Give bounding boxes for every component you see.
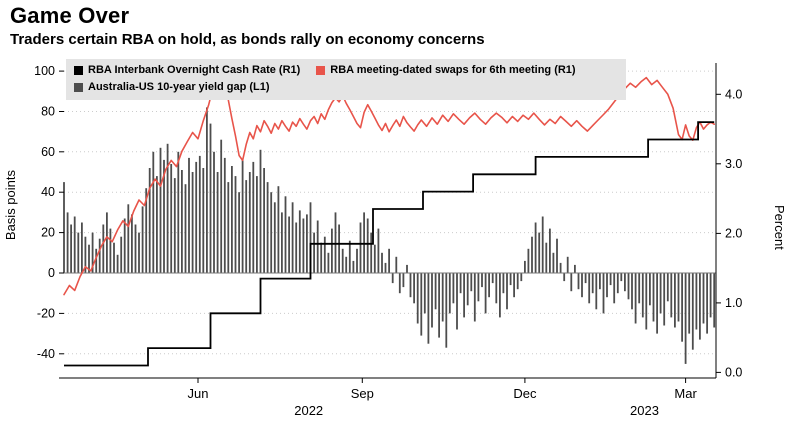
right-axis-tick-label: 1.0: [725, 296, 742, 310]
left-axis-tick-label: 100: [34, 64, 55, 78]
legend: RBA Interbank Overnight Cash Rate (R1) R…: [66, 59, 626, 100]
legend-item-cash-rate: RBA Interbank Overnight Cash Rate (R1): [74, 64, 300, 78]
page-title: Game Over: [10, 3, 130, 28]
swaps-line: [63, 76, 716, 296]
x-axis-month-label: Jun: [188, 386, 209, 401]
right-axis: 4.0 3.0 2.0 1.0 0.0: [716, 87, 742, 379]
x-axis-year-label: 2023: [630, 403, 659, 418]
right-axis-tick-label: 2.0: [725, 226, 742, 240]
cash-rate-step-line: [64, 121, 715, 367]
legend-item-yield-gap: Australia-US 10-year yield gap (L1): [74, 81, 270, 95]
right-axis-tick-label: 3.0: [725, 157, 742, 171]
swaps-swatch-icon: [316, 66, 326, 76]
gridlines: [64, 70, 716, 355]
right-axis-title: Percent: [772, 205, 787, 250]
x-axis-month-label: Mar: [674, 386, 697, 401]
left-axis-tick-label: 80: [41, 105, 55, 119]
cash-rate-swatch-icon: [74, 66, 83, 76]
left-axis-tick-label: -40: [37, 347, 55, 361]
legend-label-yield-gap: Australia-US 10-year yield gap (L1): [88, 80, 270, 93]
left-axis: 100 80 60 40 20 0 -20 -40: [34, 64, 64, 361]
chart-canvas: 100 80 60 40 20 0 -20 -40 4.0 3.0 2.0 1.0 0.0 Jun Sep D…: [34, 63, 742, 418]
left-axis-tick-label: 0: [48, 266, 55, 280]
yield-gap-bars: [63, 107, 716, 364]
x-axis-month-label: Dec: [513, 386, 537, 401]
axis-frame: [59, 63, 717, 379]
legend-label-swaps: RBA meeting-dated swaps for 6th meeting …: [330, 64, 576, 76]
right-axis-tick-label: 4.0: [725, 87, 742, 101]
x-axis-year-label: 2022: [294, 403, 323, 418]
left-axis-title: Basis points: [3, 170, 18, 241]
left-axis-tick-label: 20: [41, 226, 55, 240]
page-subtitle: Traders certain RBA on hold, as bonds ra…: [10, 31, 485, 48]
left-axis-tick-label: 40: [41, 185, 55, 199]
legend-item-swaps: RBA meeting-dated swaps for 6th meeting …: [316, 64, 576, 78]
legend-label-cash-rate: RBA Interbank Overnight Cash Rate (R1): [88, 64, 301, 76]
x-axis: Jun Sep Dec Mar 2022 2023: [188, 378, 697, 418]
left-axis-tick-label: -20: [37, 306, 55, 320]
yield-gap-swatch-icon: [74, 83, 83, 93]
left-axis-tick-label: 60: [41, 145, 55, 159]
x-axis-month-label: Sep: [351, 386, 374, 401]
right-axis-tick-label: 0.0: [725, 365, 742, 379]
